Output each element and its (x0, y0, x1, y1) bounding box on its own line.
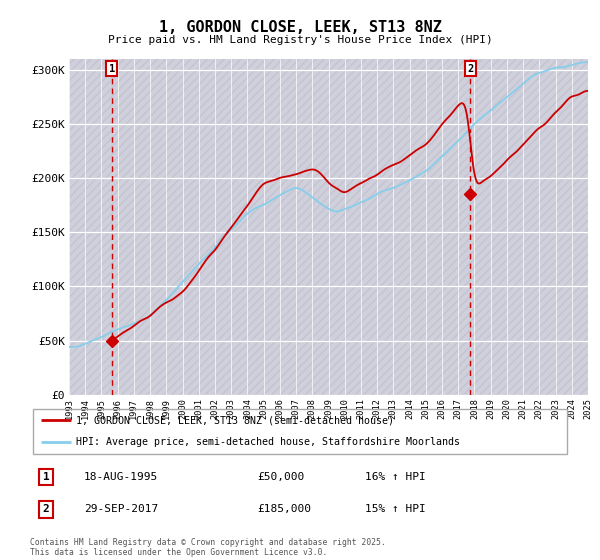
Text: 1, GORDON CLOSE, LEEK, ST13 8NZ: 1, GORDON CLOSE, LEEK, ST13 8NZ (158, 20, 442, 35)
Text: HPI: Average price, semi-detached house, Staffordshire Moorlands: HPI: Average price, semi-detached house,… (76, 437, 460, 447)
Text: 15% ↑ HPI: 15% ↑ HPI (365, 504, 425, 514)
Text: Price paid vs. HM Land Registry's House Price Index (HPI): Price paid vs. HM Land Registry's House … (107, 35, 493, 45)
Text: 1, GORDON CLOSE, LEEK, ST13 8NZ (semi-detached house): 1, GORDON CLOSE, LEEK, ST13 8NZ (semi-de… (76, 415, 394, 425)
Text: 1: 1 (43, 472, 50, 482)
Text: 2: 2 (467, 64, 473, 74)
Text: 16% ↑ HPI: 16% ↑ HPI (365, 472, 425, 482)
Text: £185,000: £185,000 (257, 504, 311, 514)
Text: Contains HM Land Registry data © Crown copyright and database right 2025.
This d: Contains HM Land Registry data © Crown c… (30, 538, 386, 557)
Text: 29-SEP-2017: 29-SEP-2017 (84, 504, 158, 514)
Text: 2: 2 (43, 504, 50, 514)
Text: £50,000: £50,000 (257, 472, 304, 482)
Text: 18-AUG-1995: 18-AUG-1995 (84, 472, 158, 482)
Text: 1: 1 (109, 64, 115, 74)
